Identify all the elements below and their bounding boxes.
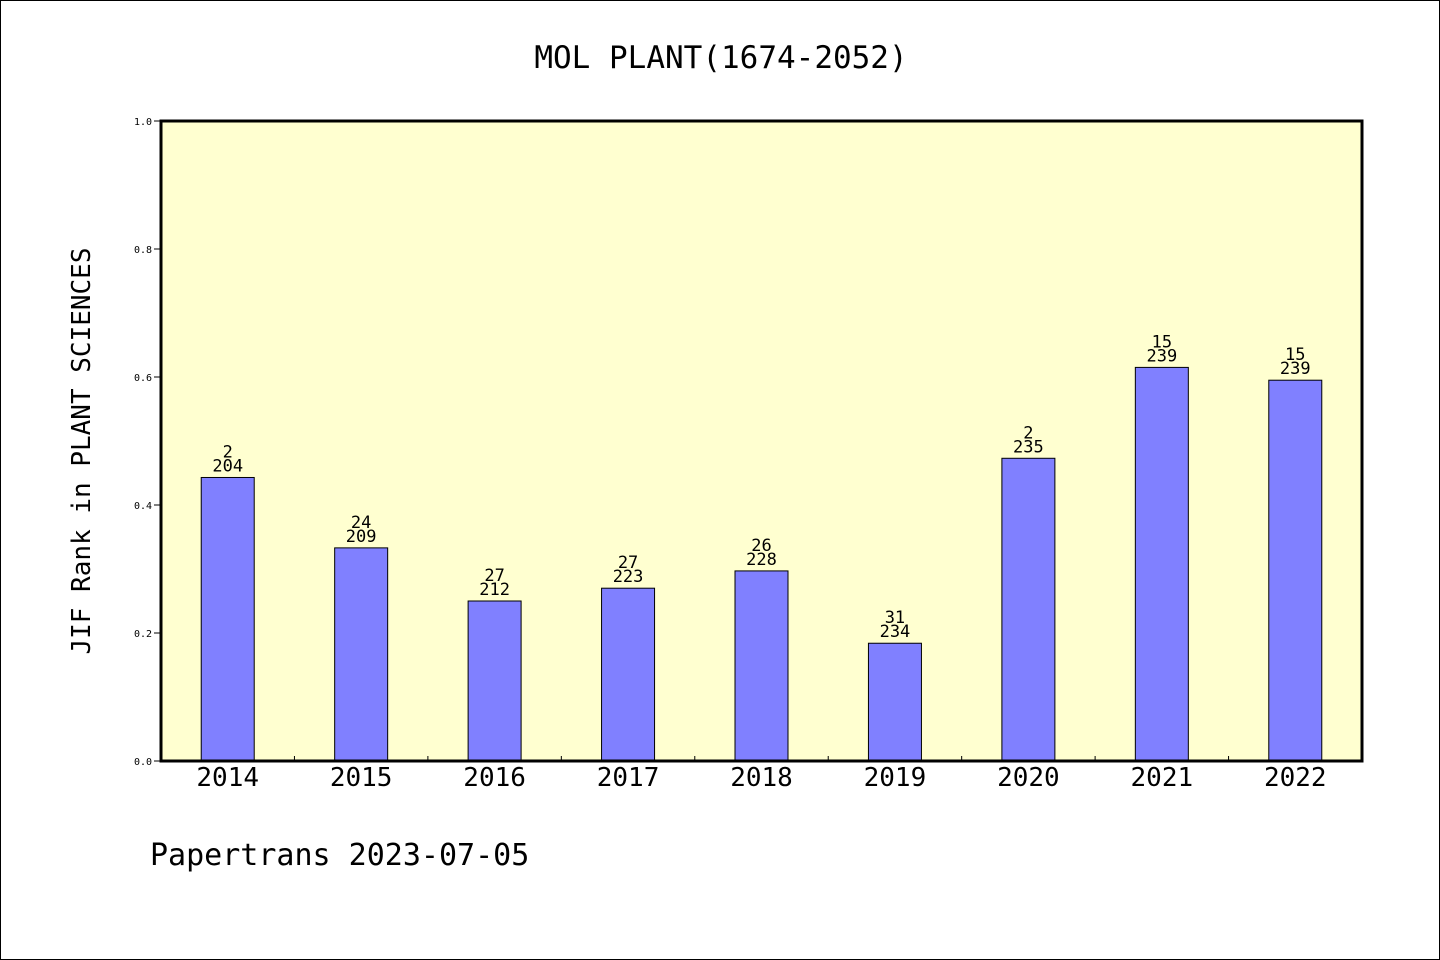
bar-rank-label: 15 [1285, 345, 1305, 365]
y-axis-label: JIF Rank in PLANT SCIENCES [67, 248, 97, 655]
y-tick-label: 1.0 [134, 117, 152, 128]
y-tick-label: 0.8 [134, 245, 152, 256]
bar-rank-label: 15 [1152, 332, 1172, 352]
bar-total-label: 204 [212, 456, 243, 476]
x-tick-label: 2020 [997, 763, 1060, 793]
y-tick-label: 0.0 [134, 757, 152, 768]
bar-rank-label: 26 [751, 536, 771, 556]
bar-rank-label: 24 [351, 513, 371, 533]
y-tick-label: 0.4 [134, 501, 152, 512]
bar-rank-label: 2 [223, 442, 233, 462]
bar-total-label: 212 [479, 580, 510, 600]
x-tick-label: 2018 [730, 763, 793, 793]
bar-rank-label: 27 [484, 566, 504, 586]
bar-total-label: 223 [613, 567, 644, 587]
x-tick-label: 2021 [1131, 763, 1194, 793]
x-tick-label: 2019 [864, 763, 927, 793]
x-tick-label: 2022 [1264, 763, 1327, 793]
bar-2020 [1001, 457, 1056, 762]
bar-2019 [867, 642, 922, 762]
bar-total-label: 209 [346, 527, 377, 547]
bar-rank-label: 27 [618, 553, 638, 573]
x-tick-label: 2016 [463, 763, 526, 793]
bar-2016 [467, 600, 522, 762]
y-tick-label: 0.6 [134, 373, 152, 384]
bar-total-label: 235 [1013, 437, 1044, 457]
bar-total-label: 239 [1280, 359, 1311, 379]
y-tick-label: 0.2 [134, 629, 152, 640]
footer-watermark: Papertrans 2023-07-05 [150, 838, 529, 873]
bar-2014 [200, 476, 255, 762]
bar-rank-label: 2 [1023, 423, 1033, 443]
bar-2015 [334, 547, 389, 762]
bar-total-label: 228 [746, 550, 777, 570]
bar-total-label: 239 [1146, 346, 1177, 366]
bar-2022 [1268, 379, 1323, 762]
bar-2021 [1134, 366, 1189, 762]
chart-title: MOL PLANT(1674-2052) [534, 40, 907, 76]
x-tick-label: 2014 [196, 763, 259, 793]
bar-2018 [734, 570, 789, 762]
bar-rank-label: 31 [885, 608, 905, 628]
x-tick-label: 2017 [597, 763, 660, 793]
bar-2017 [601, 587, 656, 762]
bar-total-label: 234 [880, 622, 911, 642]
plot-border [159, 119, 1364, 763]
x-tick-label: 2015 [330, 763, 393, 793]
